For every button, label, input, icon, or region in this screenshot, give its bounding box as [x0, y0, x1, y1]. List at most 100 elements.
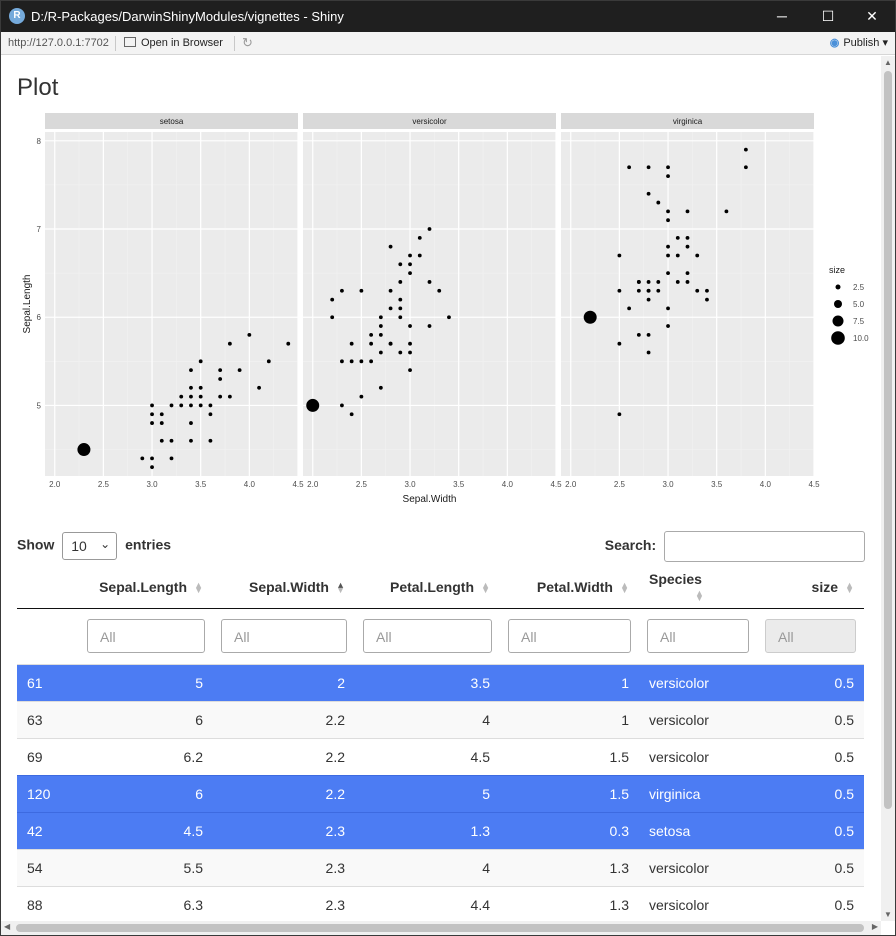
x-tick-label: 4.5: [292, 480, 304, 489]
cell-size: 0.5: [757, 811, 864, 849]
table-row[interactable]: 61 5 2 3.5 1 versicolor 0.5: [17, 663, 864, 701]
entries-select[interactable]: 10 ⌄: [62, 532, 118, 560]
legend-label: 2.5: [853, 283, 865, 292]
data-point: [417, 235, 422, 240]
filter-cell: All: [639, 608, 757, 665]
minimize-button[interactable]: ─: [777, 8, 787, 24]
data-point: [208, 403, 213, 408]
y-axis-title: Sepal.Length: [22, 275, 33, 334]
filter-cell: All: [79, 608, 213, 665]
data-point: [685, 271, 690, 276]
table-row[interactable]: 88 6.3 2.3 4.4 1.3 versicolor 0.5: [17, 885, 864, 921]
publish-button[interactable]: ◉ Publish ▾: [830, 36, 888, 49]
data-point: [675, 235, 680, 240]
cell-petal-width: 1.5: [500, 737, 639, 775]
data-point: [437, 288, 442, 293]
data-point: [349, 359, 354, 364]
maximize-button[interactable]: ☐: [821, 8, 835, 24]
cell-petal-length: 5: [355, 774, 500, 812]
horizontal-scroll-thumb[interactable]: [16, 924, 864, 932]
scroll-up-icon[interactable]: ▲: [884, 58, 892, 67]
table-row[interactable]: 69 6.2 2.2 4.5 1.5 versicolor 0.5: [17, 737, 864, 775]
data-point: [646, 350, 651, 355]
cell-size: 0.5: [757, 663, 864, 701]
table-row[interactable]: 42 4.5 2.3 1.3 0.3 setosa 0.5: [17, 811, 864, 849]
data-point: [388, 244, 393, 249]
cell-size: 0.5: [757, 774, 864, 812]
vertical-scroll-thumb[interactable]: [884, 71, 892, 809]
column-header-species[interactable]: Species▲ ▼: [639, 566, 757, 609]
data-point: [330, 315, 335, 320]
sort-icon: ▲ ▼: [845, 580, 854, 596]
data-point: [666, 324, 670, 328]
column-header-sepal-width[interactable]: Sepal.Width ▲ ▼: [213, 566, 355, 609]
highlighted-point: [306, 398, 320, 412]
scroll-right-icon[interactable]: ▶: [871, 922, 878, 931]
cell-size: 0.5: [757, 700, 864, 738]
scroll-down-icon[interactable]: ▼: [884, 910, 892, 919]
x-tick-label: 2.0: [307, 480, 319, 489]
x-tick-label: 2.0: [565, 480, 577, 489]
facet-strip: [45, 113, 298, 129]
legend-point: [832, 315, 844, 327]
publish-label: Publish: [843, 37, 880, 49]
data-point: [666, 244, 670, 249]
data-point: [695, 288, 700, 293]
data-point: [378, 315, 383, 320]
table-row[interactable]: 63 6 2.2 4 1 versicolor 0.5: [17, 700, 864, 738]
horizontal-scrollbar[interactable]: ◀ ▶: [1, 921, 881, 935]
publish-icon: ◉: [829, 37, 840, 49]
column-header-rowname[interactable]: [17, 566, 79, 609]
vertical-scrollbar[interactable]: ▲ ▼: [881, 56, 895, 921]
data-point: [666, 209, 670, 214]
data-point: [340, 288, 344, 293]
column-header-petal-width[interactable]: Petal.Width ▲ ▼: [500, 566, 639, 609]
x-tick-label: 4.5: [550, 480, 562, 489]
cell-species: versicolor: [639, 663, 757, 701]
data-point: [646, 297, 651, 302]
filter-petal-length-input[interactable]: All: [363, 619, 492, 653]
data-point: [340, 403, 344, 408]
data-point: [646, 165, 651, 170]
filter-species-input[interactable]: All: [647, 619, 749, 653]
legend-label: 10.0: [853, 334, 869, 343]
data-point: [617, 288, 622, 293]
table-row[interactable]: 54 5.5 2.3 4 1.3 versicolor 0.5: [17, 848, 864, 886]
open-in-browser-button[interactable]: Open in Browser: [124, 37, 223, 49]
window-title: D:/R-Packages/DarwinShinyModules/vignett…: [31, 9, 344, 24]
data-point: [227, 341, 232, 346]
data-point: [218, 394, 223, 399]
close-button[interactable]: ✕: [866, 8, 878, 24]
data-point: [627, 165, 632, 170]
column-header-size[interactable]: size ▲ ▼: [757, 566, 864, 609]
legend-point: [835, 284, 841, 290]
cell-rowname: 120: [17, 774, 79, 812]
facet-strip: [303, 113, 556, 129]
filter-cell: All: [355, 608, 500, 665]
iris-scatter-plot[interactable]: setosa 2.0 2.5 3.0 3.5 4.0 4.5 versicolor 2.0 2.5…: [17, 108, 877, 508]
facet-strip: [561, 113, 814, 129]
filter-sepal-width-input[interactable]: All: [221, 619, 347, 653]
refresh-icon[interactable]: ↻: [242, 35, 253, 50]
filter-petal-width-input[interactable]: All: [508, 619, 631, 653]
x-tick-label: 4.0: [760, 480, 772, 489]
data-point: [349, 412, 354, 417]
scroll-left-icon[interactable]: ◀: [4, 922, 11, 931]
x-tick-label: 2.0: [49, 480, 61, 489]
filter-cell: All: [213, 608, 355, 665]
cell-size: 0.5: [757, 848, 864, 886]
data-point: [218, 368, 223, 373]
table-row[interactable]: 120 6 2.2 5 1.5 virginica 0.5: [17, 774, 864, 812]
x-tick-label: 2.5: [98, 480, 110, 489]
filter-sepal-length-input[interactable]: All: [87, 619, 205, 653]
data-point: [189, 394, 193, 399]
x-tick-label: 3.5: [453, 480, 465, 489]
data-point: [150, 465, 154, 470]
toolbar-divider: [115, 36, 116, 51]
column-header-petal-length[interactable]: Petal.Length ▲ ▼: [355, 566, 500, 609]
data-point: [447, 315, 451, 320]
column-header-sepal-length[interactable]: Sepal.Length ▲ ▼: [79, 566, 213, 609]
x-tick-label: 3.0: [146, 480, 158, 489]
search-input[interactable]: [664, 531, 865, 562]
x-tick-label: 3.5: [195, 480, 207, 489]
